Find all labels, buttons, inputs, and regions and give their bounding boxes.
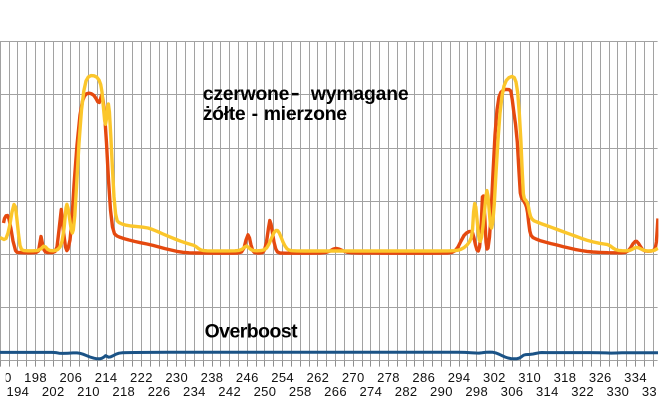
svg-text:282: 282 (395, 384, 418, 399)
svg-text:-: - (252, 103, 258, 125)
svg-text:302: 302 (483, 370, 506, 385)
svg-text:250: 250 (254, 384, 277, 399)
svg-text:274: 274 (359, 384, 382, 399)
svg-text:318: 318 (554, 370, 577, 385)
svg-text:266: 266 (324, 384, 347, 399)
svg-text:290: 290 (430, 384, 453, 399)
svg-text:278: 278 (377, 370, 400, 385)
svg-text:Overboost: Overboost (205, 320, 299, 342)
svg-text:314: 314 (536, 384, 559, 399)
svg-text:330: 330 (607, 384, 630, 399)
svg-text:310: 310 (518, 370, 541, 385)
svg-text:286: 286 (412, 370, 435, 385)
svg-text:206: 206 (59, 370, 82, 385)
svg-text:mierzone: mierzone (264, 103, 348, 125)
svg-text:0: 0 (4, 370, 12, 385)
svg-text:334: 334 (624, 370, 647, 385)
svg-text:żółte: żółte (203, 103, 246, 125)
svg-text:238: 238 (201, 370, 224, 385)
svg-text:246: 246 (236, 370, 259, 385)
svg-text:254: 254 (271, 370, 294, 385)
svg-text:222: 222 (130, 370, 153, 385)
svg-text:258: 258 (289, 384, 312, 399)
svg-text:326: 326 (589, 370, 612, 385)
svg-text:wymagane: wymagane (310, 83, 409, 105)
svg-text:262: 262 (307, 370, 330, 385)
svg-text:198: 198 (24, 370, 47, 385)
svg-text:230: 230 (165, 370, 188, 385)
svg-text:234: 234 (183, 384, 206, 399)
svg-text:202: 202 (42, 384, 65, 399)
svg-text:czerwone: czerwone (203, 83, 290, 105)
svg-text:214: 214 (95, 370, 118, 385)
svg-text:322: 322 (571, 384, 594, 399)
svg-text:194: 194 (7, 384, 30, 399)
svg-text:226: 226 (148, 384, 171, 399)
svg-text:218: 218 (112, 384, 135, 399)
svg-text:338: 338 (642, 384, 665, 399)
svg-text:210: 210 (77, 384, 100, 399)
svg-text:242: 242 (218, 384, 241, 399)
svg-text:298: 298 (465, 384, 488, 399)
svg-text:294: 294 (448, 370, 471, 385)
svg-text:270: 270 (342, 370, 365, 385)
svg-text:306: 306 (501, 384, 524, 399)
